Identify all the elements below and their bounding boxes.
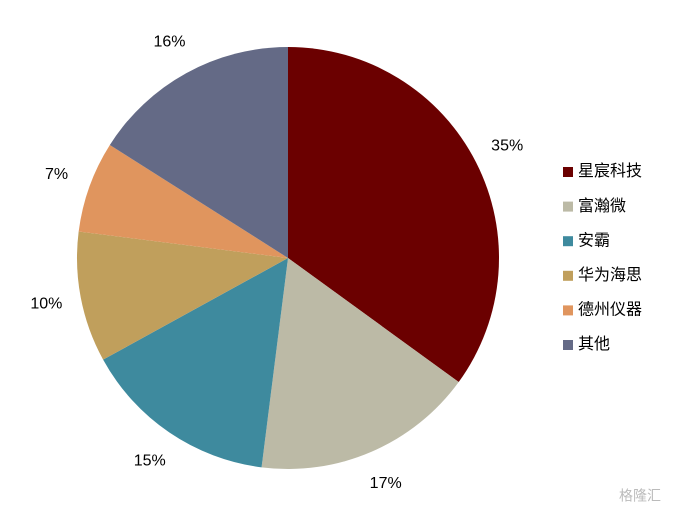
legend-label: 星宸科技 [578, 162, 642, 180]
data-label: 10% [30, 295, 62, 312]
data-label: 35% [491, 138, 523, 155]
data-label: 7% [45, 166, 68, 183]
data-label: 15% [134, 453, 166, 470]
legend-label: 其他 [578, 335, 610, 353]
legend-swatch [563, 305, 573, 316]
legend-swatch [563, 201, 573, 212]
legend-label: 安霸 [578, 231, 610, 249]
data-label: 16% [153, 34, 185, 51]
legend-label: 富瀚微 [578, 197, 626, 215]
pie-slice [78, 144, 289, 258]
legend-swatch [563, 270, 573, 281]
legend-swatch [563, 340, 573, 350]
legend-swatch [563, 167, 573, 177]
pie-slice [77, 231, 288, 360]
pie-slice [288, 47, 499, 383]
legend-label: 华为海思 [578, 266, 642, 284]
pie-slice [109, 46, 289, 258]
pie-slice [103, 258, 288, 468]
watermark: 格隆汇 [619, 488, 661, 504]
legend-swatch [563, 236, 573, 247]
legend-label: 德州仪器 [578, 301, 642, 319]
data-label: 17% [370, 475, 402, 492]
pie-slice [261, 258, 459, 469]
